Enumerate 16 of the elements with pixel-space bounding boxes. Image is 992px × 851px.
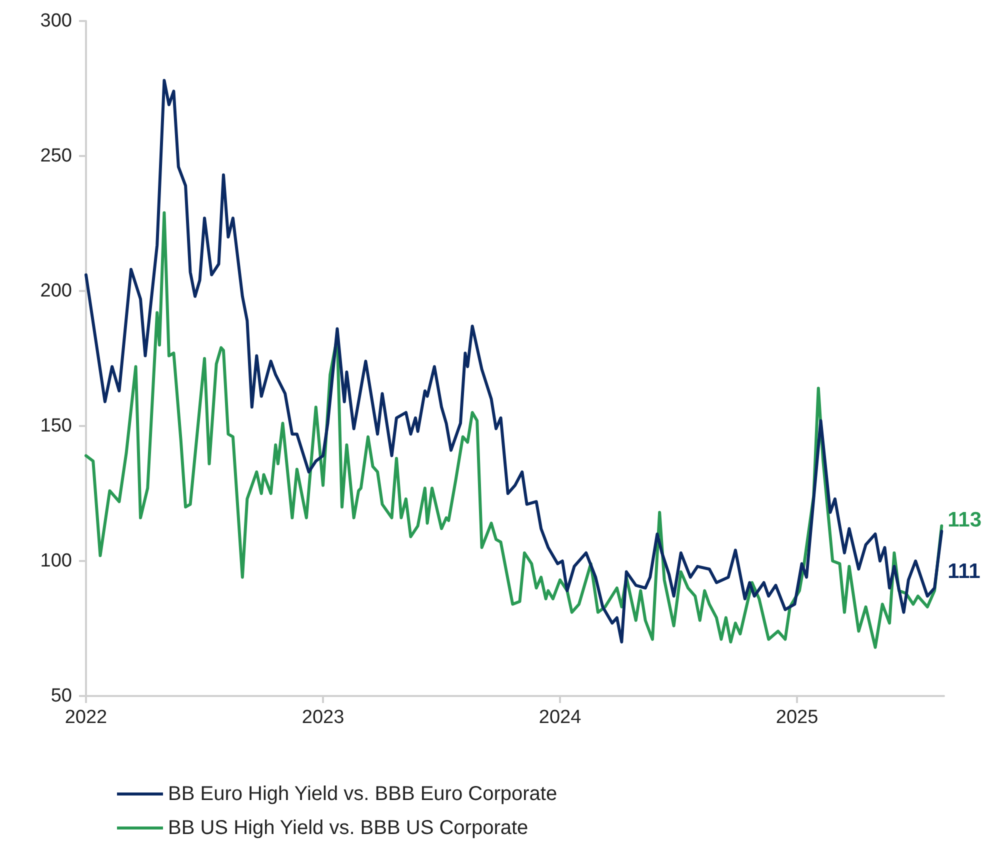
y-tick-label: 250 xyxy=(40,146,72,166)
line-series xyxy=(84,78,944,644)
line-series xyxy=(84,211,944,649)
x-tick-label: 2024 xyxy=(538,707,582,728)
legend-label: BB US High Yield vs. BBB US Corporate xyxy=(168,817,528,839)
data-label: 111 xyxy=(948,560,981,583)
y-tick-label: 50 xyxy=(50,686,72,706)
x-tick-label: 2022 xyxy=(64,707,108,728)
x-tick-label: 2023 xyxy=(302,707,344,728)
x-tick-label: 2025 xyxy=(776,707,818,728)
y-tick-label: 100 xyxy=(40,550,72,572)
y-tick-label: 200 xyxy=(40,280,72,302)
data-label: 113 xyxy=(948,508,982,532)
legend-label: BB Euro High Yield vs. BBB Euro Corporate xyxy=(168,783,558,805)
y-tick-label: 300 xyxy=(40,10,72,32)
y-tick-label: 150 xyxy=(40,416,72,436)
